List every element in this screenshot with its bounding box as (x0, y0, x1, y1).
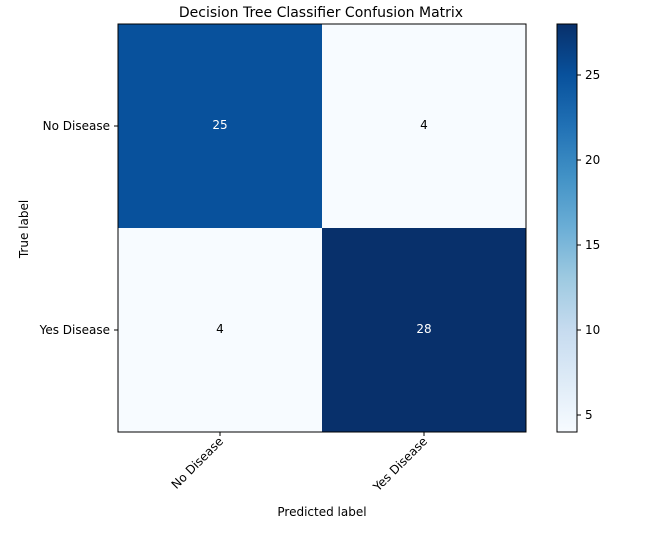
cell-value-0-1: 4 (420, 118, 428, 132)
x-axis-label: Predicted label (277, 505, 366, 519)
heatmap-cell-1-0 (118, 228, 322, 432)
cell-value-1-0: 4 (216, 322, 224, 336)
colorbar-ticks: 5 10 15 20 25 (577, 68, 600, 422)
plot-frame (117, 23, 527, 433)
cell-value-1-1: 28 (416, 322, 431, 336)
chart-title: Decision Tree Classifier Confusion Matri… (179, 5, 463, 21)
x-axis-ticks: No Disease Yes Disease (169, 432, 430, 495)
y-tick-label: Yes Disease (39, 323, 110, 337)
colorbar-tick-label: 15 (585, 238, 600, 252)
colorbar-tick-label: 25 (585, 68, 600, 82)
y-tick-label: No Disease (43, 119, 110, 133)
heatmap-cell-0-1 (322, 24, 526, 228)
colorbar-tick-label: 10 (585, 323, 600, 337)
x-tick-label: Yes Disease (370, 434, 430, 494)
heatmap-cells: 25 4 4 28 (118, 24, 526, 432)
heatmap-cell-0-0 (118, 24, 322, 228)
colorbar (556, 23, 578, 433)
heatmap-cell-1-1 (322, 228, 526, 432)
y-axis-ticks: No Disease Yes Disease (39, 119, 118, 337)
colorbar-tick-label: 20 (585, 153, 600, 167)
x-tick-label: No Disease (169, 434, 227, 492)
cell-value-0-0: 25 (212, 118, 227, 132)
colorbar-tick-label: 5 (585, 408, 593, 422)
y-axis-label: True label (17, 200, 31, 259)
